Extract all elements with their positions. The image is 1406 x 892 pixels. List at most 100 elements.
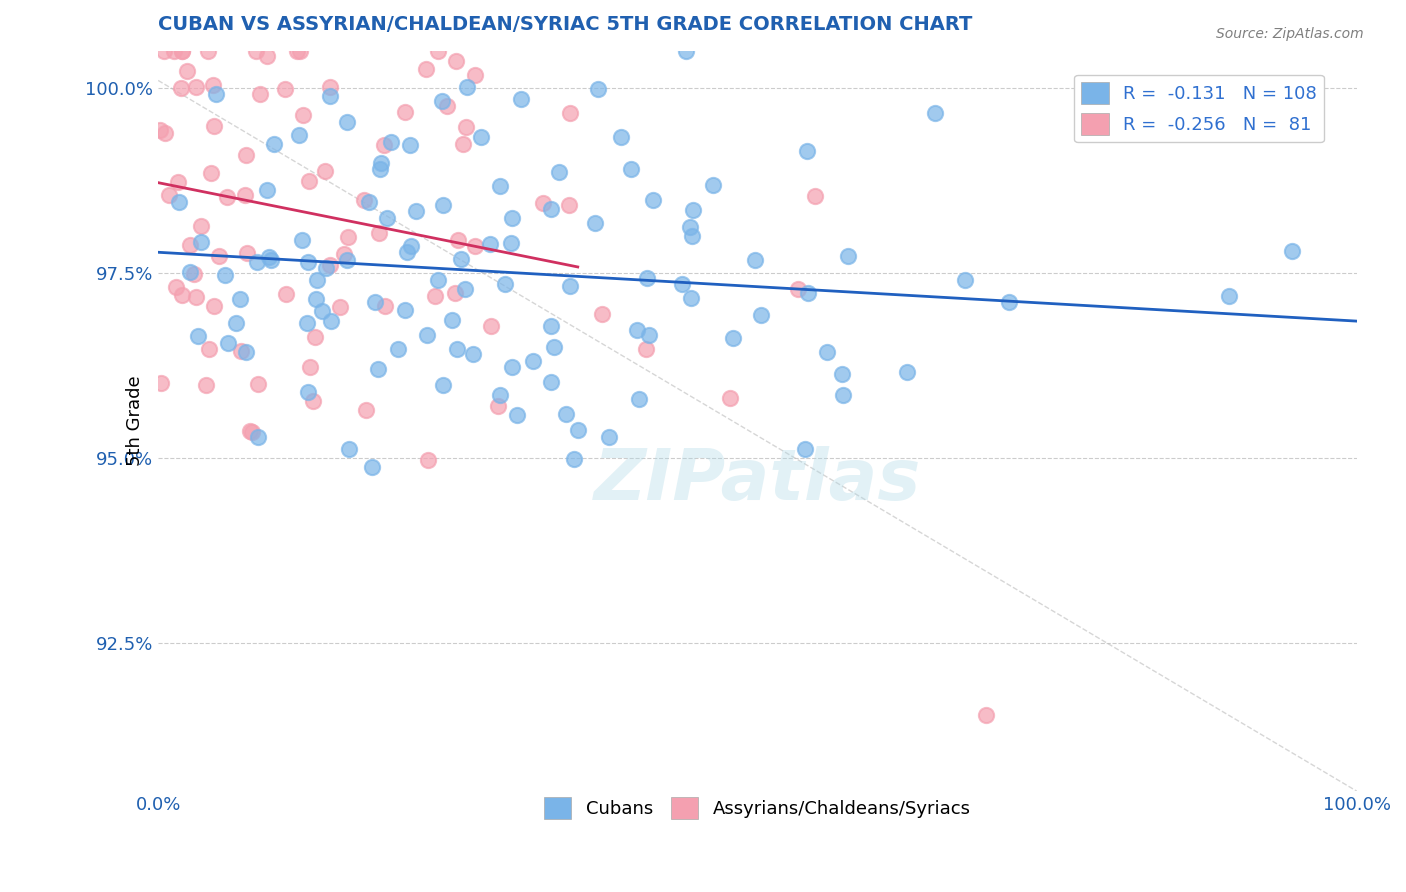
Point	[235, 148, 257, 162]
Y-axis label: 5th Grade: 5th Grade	[127, 376, 145, 467]
Point	[427, 44, 450, 58]
Point	[562, 452, 585, 467]
Point	[187, 329, 209, 343]
Point	[671, 277, 693, 291]
Point	[233, 187, 256, 202]
Point	[295, 317, 318, 331]
Point	[245, 44, 267, 58]
Point	[360, 459, 382, 474]
Point	[239, 425, 262, 439]
Point	[184, 290, 207, 304]
Point	[793, 442, 815, 456]
Point	[153, 44, 176, 58]
Point	[246, 430, 269, 444]
Point	[436, 99, 458, 113]
Point	[831, 368, 853, 382]
Point	[172, 287, 194, 301]
Point	[259, 250, 281, 264]
Point	[302, 394, 325, 409]
Point	[363, 295, 385, 310]
Point	[197, 44, 219, 58]
Point	[190, 235, 212, 249]
Point	[337, 442, 360, 456]
Point	[955, 273, 977, 287]
Point	[387, 342, 409, 356]
Point	[494, 277, 516, 291]
Point	[170, 44, 193, 58]
Point	[641, 193, 664, 207]
Point	[405, 204, 427, 219]
Point	[208, 249, 231, 263]
Point	[721, 331, 744, 345]
Point	[555, 407, 578, 421]
Point	[170, 80, 193, 95]
Point	[451, 136, 474, 151]
Point	[815, 344, 838, 359]
Point	[370, 156, 392, 170]
Point	[157, 188, 180, 202]
Point	[229, 343, 252, 358]
Point	[637, 328, 659, 343]
Point	[170, 44, 193, 58]
Point	[315, 261, 337, 276]
Point	[681, 229, 703, 244]
Text: ZIPatlas: ZIPatlas	[593, 446, 921, 515]
Point	[675, 44, 697, 58]
Point	[190, 219, 212, 233]
Point	[367, 226, 389, 240]
Point	[373, 138, 395, 153]
Point	[217, 335, 239, 350]
Point	[479, 318, 502, 333]
Point	[450, 252, 472, 266]
Point	[501, 235, 523, 250]
Point	[311, 304, 333, 318]
Point	[591, 307, 613, 321]
Point	[446, 54, 468, 69]
Point	[464, 239, 486, 253]
Point	[318, 80, 340, 95]
Point	[228, 292, 250, 306]
Point	[380, 135, 402, 149]
Point	[416, 452, 439, 467]
Point	[337, 229, 360, 244]
Point	[470, 130, 492, 145]
Point	[198, 343, 221, 357]
Point	[1218, 289, 1240, 303]
Point	[298, 359, 321, 374]
Point	[194, 378, 217, 392]
Point	[634, 342, 657, 356]
Point	[368, 161, 391, 176]
Point	[430, 94, 453, 108]
Point	[202, 119, 225, 133]
Point	[796, 144, 818, 158]
Point	[432, 197, 454, 211]
Point	[744, 253, 766, 268]
Point	[263, 137, 285, 152]
Text: Source: ZipAtlas.com: Source: ZipAtlas.com	[1216, 27, 1364, 41]
Point	[305, 273, 328, 287]
Point	[375, 211, 398, 225]
Point	[583, 216, 606, 230]
Point	[702, 178, 724, 192]
Point	[394, 105, 416, 120]
Point	[395, 244, 418, 259]
Point	[548, 165, 571, 179]
Point	[679, 219, 702, 234]
Point	[446, 342, 468, 356]
Point	[558, 278, 581, 293]
Point	[329, 300, 352, 314]
Point	[163, 44, 186, 58]
Point	[787, 282, 810, 296]
Point	[463, 347, 485, 361]
Point	[149, 123, 172, 137]
Point	[285, 44, 308, 58]
Point	[246, 376, 269, 391]
Point	[297, 255, 319, 269]
Point	[718, 391, 741, 405]
Point	[179, 264, 201, 278]
Point	[165, 279, 187, 293]
Point	[558, 105, 581, 120]
Point	[501, 360, 523, 375]
Point	[260, 252, 283, 267]
Point	[531, 195, 554, 210]
